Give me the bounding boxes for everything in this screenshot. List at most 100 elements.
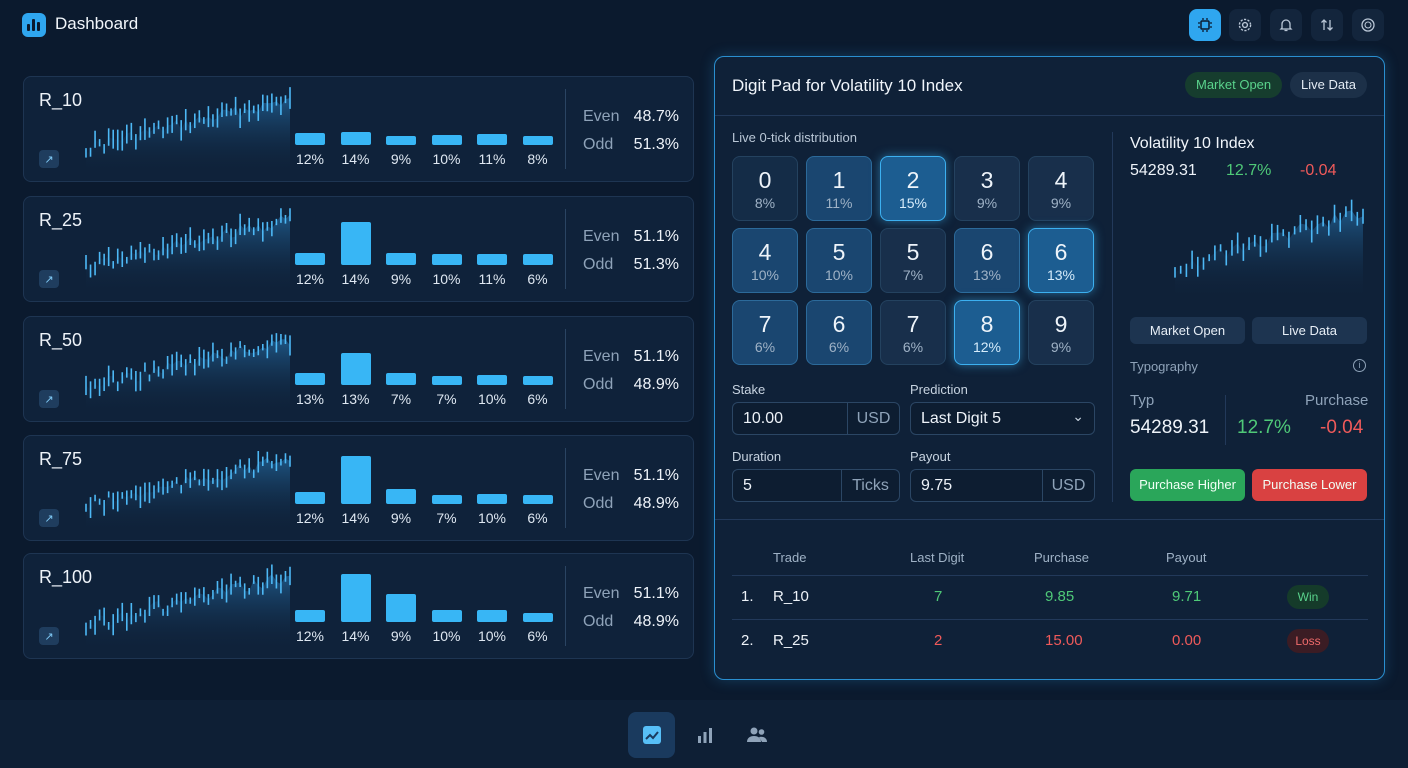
digit-bar-label: 8% — [527, 151, 548, 167]
market-card[interactable]: R_75 ↗ 12% 14% 9% 7% 10% 6% Even 51.1% Odd 48.9… — [23, 435, 694, 541]
result-badge: Loss — [1287, 629, 1329, 653]
info-icon[interactable]: i — [1353, 359, 1366, 372]
digit-value: 4 — [758, 239, 772, 265]
market-name: R_100 — [39, 567, 93, 587]
users-icon[interactable] — [733, 712, 780, 758]
digit-bar — [295, 610, 325, 622]
digit-percent: 10% — [824, 267, 854, 283]
digit-bar — [340, 574, 371, 622]
digit-cell[interactable]: 7 6% — [880, 300, 946, 365]
digit-percent: 9% — [1050, 339, 1072, 355]
trend-chart-icon[interactable]: ↗ — [39, 270, 59, 288]
digit-cell[interactable]: 5 10% — [806, 228, 872, 293]
trend-chart-icon[interactable]: ↗ — [39, 627, 59, 645]
live-data-button[interactable]: Live Data — [1252, 317, 1367, 344]
market-card[interactable]: R_100 ↗ 12% 14% 9% 10% 10% 6% Even 51.1% Odd 48… — [23, 553, 694, 659]
digit-value: 4 — [1054, 167, 1068, 193]
bar-chart-icon[interactable] — [681, 712, 728, 758]
digit-bar — [431, 610, 462, 622]
sort-arrows-icon[interactable] — [1311, 9, 1343, 41]
digit-bar — [431, 495, 462, 504]
digit-value: 3 — [980, 167, 994, 193]
digit-cell[interactable]: 6 6% — [806, 300, 872, 365]
divider — [715, 115, 1384, 116]
price-sparkline — [85, 450, 291, 534]
digit-percent: 13% — [1046, 267, 1076, 283]
digit-percent: 10% — [750, 267, 780, 283]
digit-cell[interactable]: 9 9% — [1028, 300, 1094, 365]
market-card[interactable]: R_50 ↗ 13% 13% 7% 7% 10% 6% Even 51.1% Odd 48.9… — [23, 316, 694, 422]
sparkline-area — [86, 214, 290, 295]
market-open-button[interactable]: Market Open — [1130, 317, 1245, 344]
sparkline-area — [86, 98, 290, 175]
top-header: Dashboard — [0, 0, 1408, 50]
duration-input[interactable]: 5 Ticks — [732, 469, 900, 502]
digit-bar-label: 12% — [295, 510, 325, 526]
payout-input[interactable]: 9.75 USD — [910, 469, 1095, 502]
digit-bar-label: 10% — [477, 510, 507, 526]
digit-bar-label: 12% — [295, 628, 325, 644]
digit-bar-label: 11% — [478, 271, 506, 287]
divider — [732, 619, 1368, 620]
trend-chart-icon[interactable]: ↗ — [39, 390, 59, 408]
digit-cell[interactable]: 8 12% — [954, 300, 1020, 365]
gear-icon[interactable] — [1229, 9, 1261, 41]
digit-cell[interactable]: 2 15% — [880, 156, 946, 221]
index-candlestick-chart — [1174, 199, 1364, 300]
digit-bar-label: 10% — [477, 628, 507, 644]
digit-cell[interactable]: 6 13% — [954, 228, 1020, 293]
digit-cell[interactable]: 1 11% — [806, 156, 872, 221]
market-card[interactable]: R_25 ↗ 12% 14% 9% 10% 11% 6% Even 51.1% Odd 51.… — [23, 196, 694, 302]
digit-value: 7 — [906, 311, 920, 337]
digit-bars: 12% 14% 9% 10% 10% 6% — [286, 564, 568, 652]
digit-bars: 12% 14% 9% 10% 11% 8% — [286, 87, 568, 175]
trend-chart-icon[interactable]: ↗ — [39, 509, 59, 527]
live-data-badge: Live Data — [1290, 72, 1367, 98]
trade-chart-icon[interactable] — [628, 712, 675, 758]
digit-cell[interactable]: 4 9% — [1028, 156, 1094, 221]
market-open-badge: Market Open — [1185, 72, 1283, 98]
prediction-label: Prediction — [910, 382, 968, 397]
digit-bar — [295, 372, 325, 385]
digit-cell[interactable]: 7 6% — [732, 300, 798, 365]
digit-value: 2 — [906, 167, 920, 193]
digit-cell[interactable]: 6 13% — [1028, 228, 1094, 293]
divider — [732, 575, 1368, 576]
market-card[interactable]: R_10 ↗ 12% 14% 9% 10% 11% 8% Even 48.7% Odd 51.… — [23, 76, 694, 182]
digit-bar — [295, 133, 325, 145]
digit-bar — [522, 254, 553, 265]
chevron-down-icon: ⌄ — [1072, 408, 1084, 424]
digit-cell[interactable]: 5 7% — [880, 228, 946, 293]
digit-bar-label: 12% — [295, 271, 325, 287]
purchase-lower-button[interactable]: Purchase Lower — [1252, 469, 1367, 501]
stake-input[interactable]: 10.00 USD — [732, 402, 900, 435]
digit-bar — [477, 254, 507, 265]
prediction-select[interactable]: Last Digit 5 ⌄ — [910, 402, 1095, 435]
purchase-header: Purchase — [1034, 550, 1089, 565]
sparkline-area — [86, 457, 290, 534]
digit-value: 6 — [1054, 239, 1068, 265]
coin-icon[interactable] — [1352, 9, 1384, 41]
digit-pad-panel: Digit Pad for Volatility 10 Index Market… — [714, 56, 1385, 680]
cpu-icon[interactable] — [1189, 9, 1221, 41]
stake-label: Stake — [732, 382, 766, 397]
digit-bar — [386, 373, 416, 385]
distribution-label: Live 0-tick distribution — [732, 130, 857, 145]
digit-bar — [522, 376, 553, 385]
digit-cell[interactable]: 0 8% — [732, 156, 798, 221]
digit-percent: 9% — [976, 195, 998, 211]
purchase-higher-button[interactable]: Purchase Higher — [1130, 469, 1245, 501]
trend-chart-icon[interactable]: ↗ — [39, 150, 59, 168]
purchase-value: 15.00 — [1045, 632, 1083, 649]
index-change: -0.04 — [1300, 162, 1337, 179]
digit-percent: 12% — [972, 339, 1002, 355]
bell-icon[interactable] — [1270, 9, 1302, 41]
digit-cell[interactable]: 4 10% — [732, 228, 798, 293]
divider — [1112, 132, 1113, 502]
digit-bar — [477, 610, 507, 622]
digit-value: 7 — [758, 311, 772, 337]
digit-bar-label: 14% — [341, 271, 370, 287]
digit-cell[interactable]: 3 9% — [954, 156, 1020, 221]
digit-bar-label: 6% — [527, 271, 548, 287]
digit-percent: 11% — [825, 195, 853, 211]
